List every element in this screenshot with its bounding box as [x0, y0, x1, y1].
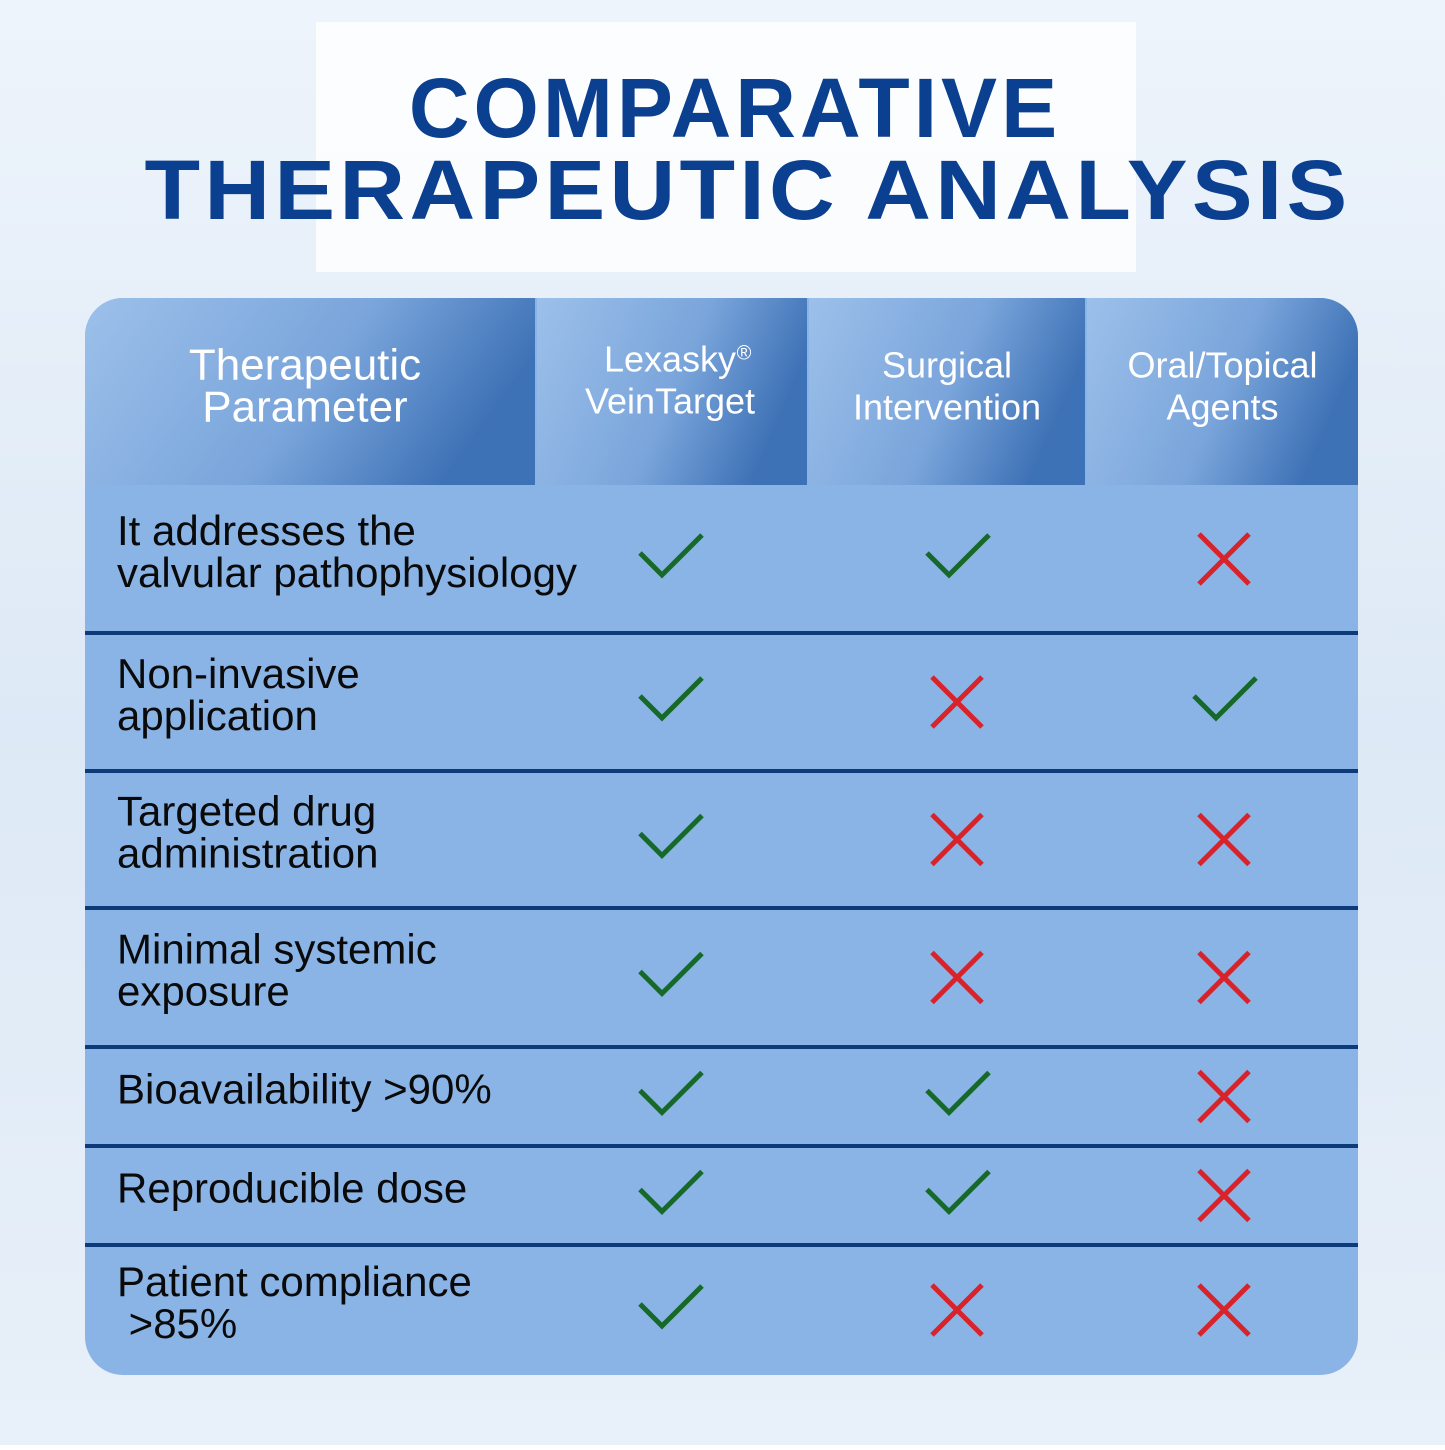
title-line: COMPARATIVE: [409, 61, 1061, 155]
header-text: Oral/Topical: [1127, 345, 1317, 386]
row-divider: [85, 769, 1358, 773]
header-cell: [85, 298, 535, 485]
cross-icon: [1197, 1069, 1251, 1124]
header-cell: [537, 298, 807, 485]
row-divider: [85, 631, 1358, 635]
parameter-text: exposure: [117, 968, 290, 1015]
header-text: Lexasky: [604, 339, 736, 380]
cross-icon: [1197, 532, 1251, 586]
header-text: VeinTarget: [585, 381, 755, 422]
header-mark: ®: [737, 342, 752, 364]
parameter-text: administration: [117, 830, 378, 877]
parameter-text: Bioavailability >90%: [117, 1066, 492, 1113]
title-panel: [316, 22, 1136, 272]
parameter-text: It addresses the: [117, 507, 416, 554]
check-icon: [638, 533, 704, 579]
cross-icon: [930, 1283, 984, 1337]
cross-icon: [1197, 1168, 1251, 1223]
header-cell: [1087, 298, 1358, 485]
cross-icon: [1197, 1283, 1251, 1337]
parameter-text: Targeted drug: [117, 788, 376, 835]
check-icon: [1192, 676, 1258, 722]
check-icon: [638, 951, 704, 998]
header-text: Intervention: [853, 387, 1041, 428]
check-icon: [638, 1169, 704, 1216]
header-text: Surgical: [882, 345, 1012, 386]
cross-icon: [1197, 812, 1251, 867]
check-icon: [925, 1070, 991, 1117]
row-divider: [85, 1243, 1358, 1247]
check-icon: [638, 1070, 704, 1117]
parameter-text: Reproducible dose: [117, 1165, 467, 1212]
parameter-text: Minimal systemic: [117, 926, 437, 973]
header-text: Therapeutic: [189, 341, 421, 390]
header-text: Agents: [1166, 387, 1278, 428]
cross-icon: [1197, 950, 1251, 1005]
header-text: Parameter: [202, 383, 407, 432]
parameter-text: valvular pathophysiology: [117, 549, 577, 596]
row-divider: [85, 1144, 1358, 1148]
check-icon: [925, 1169, 991, 1216]
parameter-text: >85%: [117, 1300, 237, 1347]
cross-icon: [930, 675, 984, 729]
parameter-text: application: [117, 692, 318, 739]
check-icon: [638, 676, 704, 722]
check-icon: [638, 1284, 704, 1330]
cross-icon: [930, 812, 984, 867]
header-cell: [809, 298, 1085, 485]
parameter-text: Non-invasive: [117, 650, 360, 697]
row-divider: [85, 1045, 1358, 1049]
title-line: THERAPEUTIC ANALYSIS: [145, 143, 1352, 237]
row-divider: [85, 906, 1358, 910]
parameter-text: Patient compliance: [117, 1258, 472, 1305]
cross-icon: [930, 950, 984, 1005]
check-icon: [925, 533, 991, 579]
check-icon: [638, 813, 704, 860]
